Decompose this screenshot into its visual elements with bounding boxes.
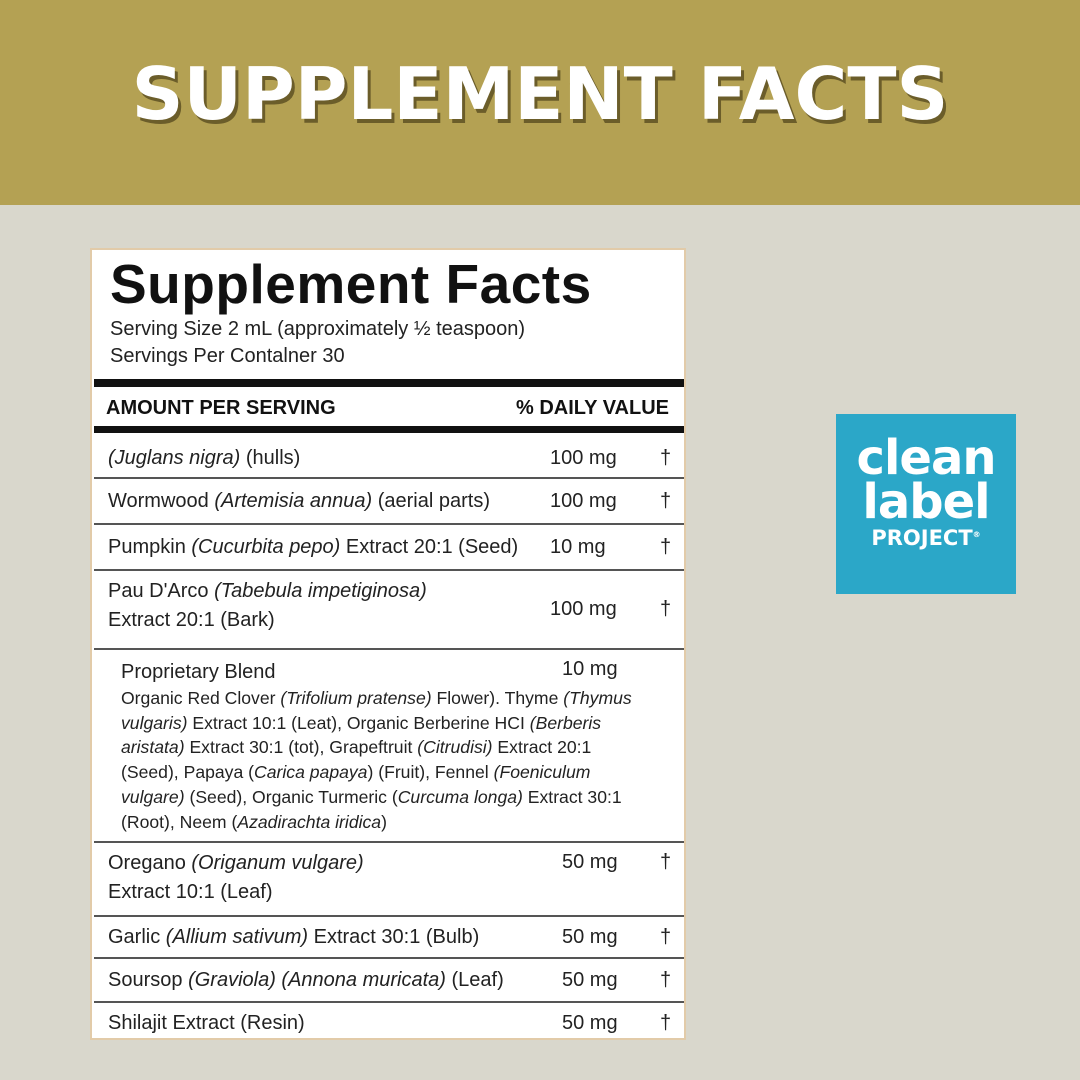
ingredient-name: Garlic (Allium sativum) Extract 30:1 (Bu… [108,925,480,948]
banner: SUPPLEMENT FACTS [0,0,1080,205]
daily-value-dagger: † [660,535,672,558]
ingredient-name: Oregano (Origanum vulgare) Extract 10:1 (… [108,852,364,903]
ingredient-amount: 50 mg [562,925,618,948]
blend-ingredients: Organic Red Clover (Trifolium pratense) … [121,688,632,832]
logo-text: label [862,474,990,530]
ingredient-row: Shilajit Extract (Resin) † 50 mg [94,1003,684,1044]
daily-value-dagger: † [660,968,672,991]
ingredient-name: Pau D'Arco (Tabebula impetiginosa) Extrac… [108,580,427,631]
ingredient-name: (Juglans nigra) (hulls) [108,447,301,469]
ingredient-row: (Juglans nigra) (hulls) † 100 mg [94,440,684,479]
supplement-facts-label: Supplement Facts Serving Size 2 mL (appr… [90,248,686,1040]
daily-value-dagger: † [660,925,672,948]
column-dv-header: % DAILY VALUE [516,397,669,419]
ingredient-row: Pumpkin (Cucurbita pepo) Extract 20:1 (S… [94,525,684,571]
serving-size: Serving Size 2 mL (approximately ½ teasp… [110,318,526,340]
label-title: Supplement Facts [110,253,592,315]
ingredient-row: Wormwood (Artemisia annua) (aerial parts… [94,479,684,525]
ingredient-row: Proprietary Blend Organic Red Clover (Tri… [94,650,684,843]
daily-value-dagger: † [660,489,672,512]
ingredient-name: Soursop (Graviola) (Annona muricata) (Le… [108,968,504,991]
ingredient-row: Pau D'Arco (Tabebula impetiginosa) Extrac… [94,571,684,650]
proprietary-blend: Proprietary Blend Organic Red Clover (Tri… [121,658,651,834]
ingredient-amount: 10 mg [550,535,606,558]
daily-value-dagger: † [660,447,672,469]
ingredient-row: Oregano (Origanum vulgare) Extract 10:1 (… [94,843,684,917]
daily-value-dagger: † [660,1012,672,1034]
ingredient-name: Shilajit Extract (Resin) [108,1012,305,1034]
divider-thick [94,379,684,387]
ingredient-amount: 50 mg [562,968,618,991]
divider-thick [94,426,684,433]
ingredient-name: Pumpkin (Cucurbita pepo) Extract 20:1 (S… [108,535,519,558]
logo-text: clean [856,430,996,486]
ingredient-name: Wormwood (Artemisia annua) (aerial parts… [108,489,490,512]
ingredient-amount: 10 mg [562,658,618,680]
ingredient-amount: 50 mg [562,1012,618,1034]
ingredient-amount: 100 mg [550,489,617,512]
daily-value-dagger: † [660,598,672,620]
ingredient-amount: 50 mg [562,851,618,873]
ingredient-row: Soursop (Graviola) (Annona muricata) (Le… [94,959,684,1003]
ingredient-amount: 100 mg [550,598,617,620]
logo-text: PROJECT® [871,526,981,550]
servings-per-container: Servings Per Contalner 30 [110,345,345,367]
ingredient-amount: 100 mg [550,447,617,469]
banner-title: SUPPLEMENT FACTS [131,52,949,136]
clean-label-project-logo: clean label PROJECT® [836,414,1016,594]
column-amount-header: AMOUNT PER SERVING [106,397,336,419]
daily-value-dagger: † [660,851,672,873]
ingredient-row: Garlic (Allium sativum) Extract 30:1 (Bu… [94,917,684,959]
